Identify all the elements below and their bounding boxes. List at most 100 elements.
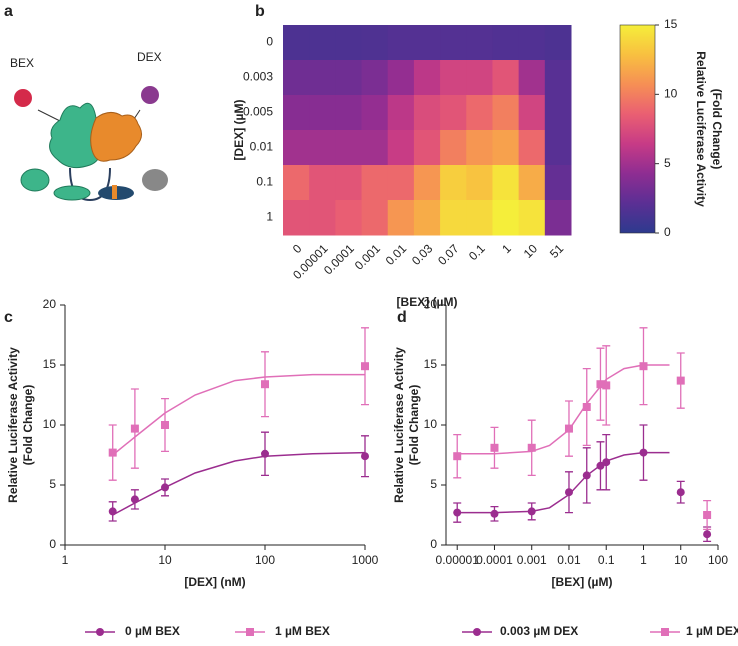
x-tick-label: 0.03 (409, 241, 436, 268)
domain (142, 169, 168, 191)
heatmap-cell (283, 60, 310, 96)
heatmap-cell (283, 95, 310, 131)
colorbar (619, 24, 656, 234)
domain (112, 185, 117, 199)
x-tick-label: 0.1 (598, 553, 615, 567)
heatmap-cell (518, 60, 546, 96)
y-tick-label: 10 (43, 417, 57, 431)
y-tick-label: 15 (43, 357, 57, 371)
heatmap-cell (544, 25, 572, 61)
y-tick-label: 1 (266, 210, 273, 224)
heatmap-cell (440, 95, 467, 131)
heatmap-cell (309, 165, 336, 201)
heatmap-cell (335, 60, 363, 96)
y-axis-label: Relative Luciferase Activity (6, 347, 20, 503)
heatmap-cell (361, 165, 389, 201)
x-tick-label: 10 (158, 553, 172, 567)
marker (676, 488, 685, 497)
x-tick-label: 0.001 (352, 241, 383, 272)
legend-label: 1 µM BEX (275, 624, 330, 638)
legend-marker (246, 628, 254, 636)
marker (161, 421, 169, 429)
heatmap-cell (544, 200, 572, 236)
heatmap-cell (309, 60, 336, 96)
colorbar-tick-label: 10 (664, 87, 678, 101)
receptor-dex (90, 112, 142, 162)
heatmap-cell (335, 130, 363, 166)
y-tick-label: 0.1 (256, 175, 273, 189)
legend-marker (661, 628, 669, 636)
marker (490, 443, 499, 452)
x-tick-label: 0.01 (383, 241, 410, 268)
x-tick-label: 10 (521, 241, 541, 261)
heatmap-cell (387, 95, 415, 131)
heatmap-cell (361, 60, 389, 96)
y-axis-label: [DEX] (µM) (232, 100, 246, 161)
heatmap-cell (413, 95, 441, 131)
heatmap-cell (387, 200, 415, 236)
x-axis-label: [BEX] (µM) (552, 575, 613, 589)
marker (130, 424, 139, 433)
x-tick-label: 1 (62, 553, 69, 567)
y-tick-label: 5 (49, 477, 56, 491)
legend-marker (473, 628, 481, 636)
y-tick-label: 0.01 (250, 140, 274, 154)
marker (261, 449, 269, 458)
heatmap-cell (492, 165, 520, 201)
x-tick-label: 0.07 (435, 241, 462, 268)
y-tick-label: 10 (424, 417, 438, 431)
x-tick-label: 1 (499, 241, 514, 256)
marker (582, 471, 591, 480)
x-axis-label: [BEX] (µM) (397, 295, 458, 309)
legend-label: 0.003 µM DEX (500, 624, 578, 638)
heatmap-cell (361, 95, 389, 131)
fit-line (457, 451, 670, 514)
ligand-label: BEX (10, 56, 34, 70)
x-tick-label: 0 (290, 241, 305, 256)
heatmap-cell (466, 25, 493, 61)
legend-label: 1 µM DEX (686, 624, 738, 638)
y-tick-label: 20 (43, 297, 57, 311)
x-tick-label: 10 (674, 553, 688, 567)
colorbar-tick-label: 0 (664, 225, 671, 239)
x-tick-label: 51 (547, 241, 567, 261)
heatmap-cell (466, 200, 493, 236)
heatmap-cell (335, 25, 363, 61)
heatmap-cell (387, 165, 415, 201)
marker (490, 509, 499, 518)
y-tick-label: 0 (266, 35, 273, 49)
marker (361, 362, 369, 371)
x-tick-label: 0.0001 (476, 553, 513, 567)
heatmap-cell (518, 200, 546, 236)
ligand-label: DEX (137, 50, 162, 64)
heatmap-cell (466, 165, 493, 201)
linker (69, 167, 111, 202)
heatmap-cell (283, 25, 310, 61)
heatmap-cell (413, 165, 441, 201)
marker (108, 507, 117, 516)
y-tick-label: 15 (424, 357, 438, 371)
marker (639, 448, 648, 457)
heatmap-cell (283, 200, 310, 236)
heatmap-cell (413, 60, 441, 96)
x-tick-label: 0.00001 (436, 553, 480, 567)
marker (639, 362, 648, 371)
marker (161, 483, 169, 492)
heatmap-cell (387, 130, 415, 166)
x-tick-label: 100 (255, 553, 275, 567)
marker (261, 380, 269, 389)
heatmap-cell (413, 130, 441, 166)
marker (564, 424, 573, 433)
x-tick-label: 1 (640, 553, 647, 567)
colorbar-label: Relative Luciferase Activity (694, 51, 708, 207)
heatmap-cell (492, 200, 520, 236)
marker (361, 452, 369, 461)
panel-label: b (255, 3, 265, 20)
marker (564, 488, 573, 497)
heatmap-cell (309, 200, 336, 236)
dex-molecule (141, 86, 159, 104)
x-tick-label: 0.01 (557, 553, 581, 567)
bex-molecule (14, 89, 32, 107)
heatmap-cell (335, 165, 363, 201)
